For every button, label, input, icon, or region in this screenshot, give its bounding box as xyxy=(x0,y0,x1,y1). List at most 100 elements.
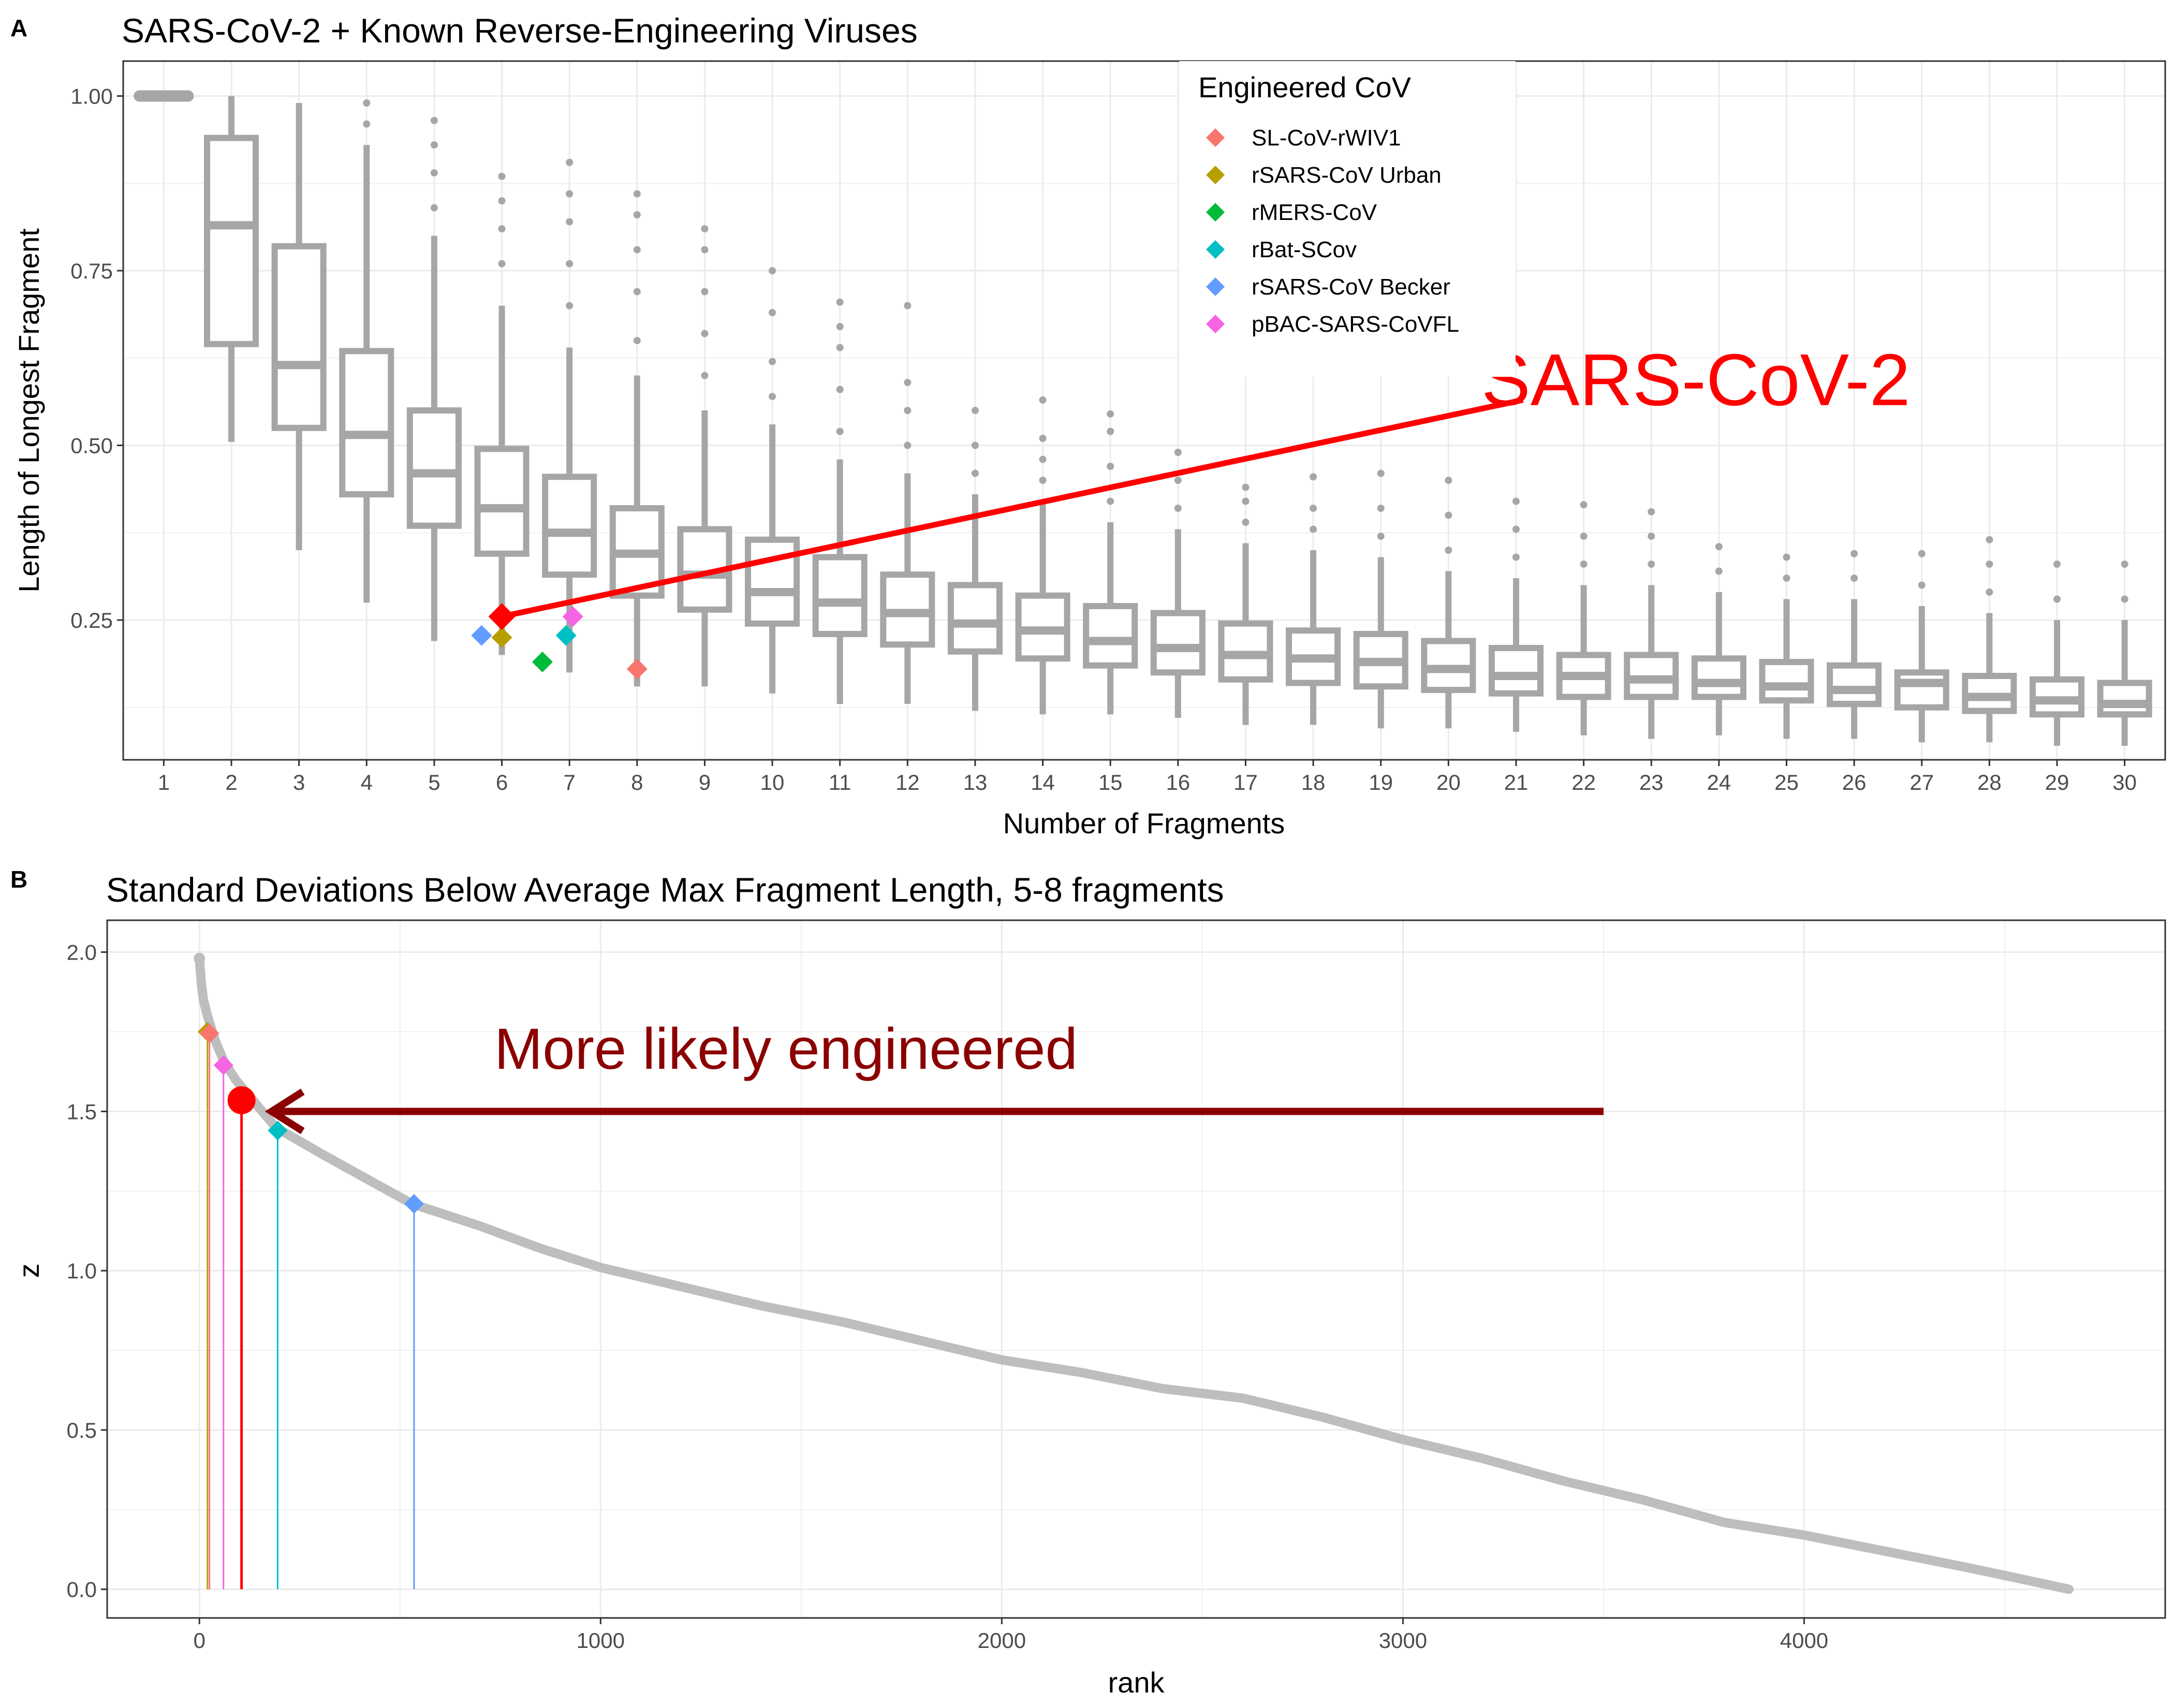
x-tick-label: 6 xyxy=(496,770,508,794)
legend-label: pBAC-SARS-CoVFL xyxy=(1252,312,1459,337)
y-tick-label: 1.5 xyxy=(67,1099,97,1124)
panel-a-letter: A xyxy=(10,14,27,41)
legend-label: SL-CoV-rWIV1 xyxy=(1252,125,1401,151)
outlier-point xyxy=(836,298,844,306)
marker-pbac-sars-covfl xyxy=(213,1055,233,1076)
panel-b-markers xyxy=(197,1022,424,1214)
y-tick-label: 2.0 xyxy=(67,940,97,965)
outlier-point xyxy=(1986,588,1993,596)
outlier-point xyxy=(1039,477,1047,484)
annotation-arrowhead xyxy=(265,1088,305,1135)
outlier-point xyxy=(1445,511,1452,519)
annotation-label: SARS-CoV-2 xyxy=(1481,339,1911,421)
boxplot-21 xyxy=(1488,497,1544,732)
x-tick-label: 2 xyxy=(225,770,237,794)
outlier-point xyxy=(566,218,574,226)
outlier-point xyxy=(1107,410,1114,418)
panel-b-curve xyxy=(194,952,2074,1594)
outlier-point xyxy=(566,302,574,310)
outlier-point xyxy=(1310,525,1317,533)
outlier-point xyxy=(633,246,641,254)
x-tick-label: 4 xyxy=(361,770,373,794)
outlier-point xyxy=(1174,477,1182,484)
outlier-point xyxy=(971,407,979,414)
outlier-point xyxy=(2053,595,2061,603)
outlier-point xyxy=(1377,533,1385,540)
outlier-point xyxy=(1850,550,1858,557)
x-tick-label: 8 xyxy=(631,770,643,794)
outlier-point xyxy=(1107,497,1114,505)
y-tick-label: 0.0 xyxy=(67,1578,97,1602)
y-tick-label: 1.00 xyxy=(70,84,113,109)
outlier-point xyxy=(1648,508,1655,516)
outlier-point xyxy=(1242,519,1250,526)
outlier-point xyxy=(971,441,979,449)
outlier-point xyxy=(769,267,776,274)
outlier-point xyxy=(1377,505,1385,512)
panel-b-border xyxy=(106,919,2166,1619)
x-tick-label: 28 xyxy=(1977,770,2002,794)
point-sl-cov-rwiv1 xyxy=(626,658,648,680)
legend: Engineered CoV SL-CoV-rWIV1 rSARS-CoV Urba… xyxy=(1179,61,1516,377)
box-iqr xyxy=(947,582,1003,655)
marker-rsars-cov-becker xyxy=(404,1194,424,1214)
outlier-point xyxy=(498,260,506,268)
x-tick-label: 25 xyxy=(1774,770,1799,794)
outlier-point xyxy=(904,407,912,414)
outlier-point xyxy=(1107,428,1114,435)
box-iqr xyxy=(339,348,394,497)
x-tick-label: 12 xyxy=(895,770,920,794)
legend-key xyxy=(1206,203,1225,222)
outlier-point xyxy=(1310,505,1317,512)
legend-title: Engineered CoV xyxy=(1198,71,1412,104)
x-tick-label: 0 xyxy=(194,1628,205,1653)
outlier-point xyxy=(836,344,844,351)
outlier-point xyxy=(1174,505,1182,512)
x-tick-label: 10 xyxy=(760,770,785,794)
panel-a-annotation: SARS-CoV-2 xyxy=(501,339,1911,620)
boxplot-12 xyxy=(880,302,935,704)
y-tick-label: 0.75 xyxy=(70,259,113,283)
x-tick-label: 22 xyxy=(1571,770,1596,794)
outlier-point xyxy=(1580,533,1588,540)
x-tick-label: 24 xyxy=(1707,770,1731,794)
x-tick-label: 15 xyxy=(1098,770,1123,794)
legend-label: rMERS-CoV xyxy=(1252,200,1377,225)
outlier-point xyxy=(1377,469,1385,477)
box-iqr xyxy=(1488,645,1544,697)
boxplot-19 xyxy=(1353,469,1408,729)
outlier-point xyxy=(1715,567,1723,575)
panel-b-title: Standard Deviations Below Average Max Fr… xyxy=(106,871,1224,909)
x-tick-label: 27 xyxy=(1909,770,1934,794)
point-rbat-scov xyxy=(555,625,577,646)
x-tick-label: 1 xyxy=(158,770,170,794)
box-iqr xyxy=(745,536,800,627)
outlier-point xyxy=(633,337,641,344)
point-pbac-sars-covfl xyxy=(562,606,583,627)
outlier-point xyxy=(769,393,776,400)
outlier-point xyxy=(1986,536,1993,543)
outlier-point xyxy=(498,225,506,232)
legend-label: rSARS-CoV Urban xyxy=(1252,163,1442,188)
box-iqr xyxy=(474,446,530,557)
outlier-point xyxy=(1986,561,1993,568)
legend-key xyxy=(1206,277,1225,296)
y-tick-label: 0.5 xyxy=(67,1418,97,1442)
x-tick-label: 18 xyxy=(1301,770,1326,794)
x-tick-label: 9 xyxy=(699,770,711,794)
boxplot-13 xyxy=(947,407,1003,711)
boxplot-4 xyxy=(339,99,394,603)
legend-key xyxy=(1206,166,1225,184)
outlier-point xyxy=(701,330,709,337)
outlier-point xyxy=(430,204,438,212)
outlier-point xyxy=(1918,581,1926,589)
legend-label: rBat-SCov xyxy=(1252,237,1357,262)
panel-a-plot-area xyxy=(123,61,2165,760)
box-iqr xyxy=(1894,669,1949,711)
outlier-point xyxy=(701,372,709,379)
y-tick-label: 0.50 xyxy=(70,434,113,458)
point-rsars-cov-becker xyxy=(471,625,492,646)
outlier-point xyxy=(701,225,709,232)
box-iqr xyxy=(406,407,462,529)
x-tick-label: 3000 xyxy=(1379,1628,1427,1653)
